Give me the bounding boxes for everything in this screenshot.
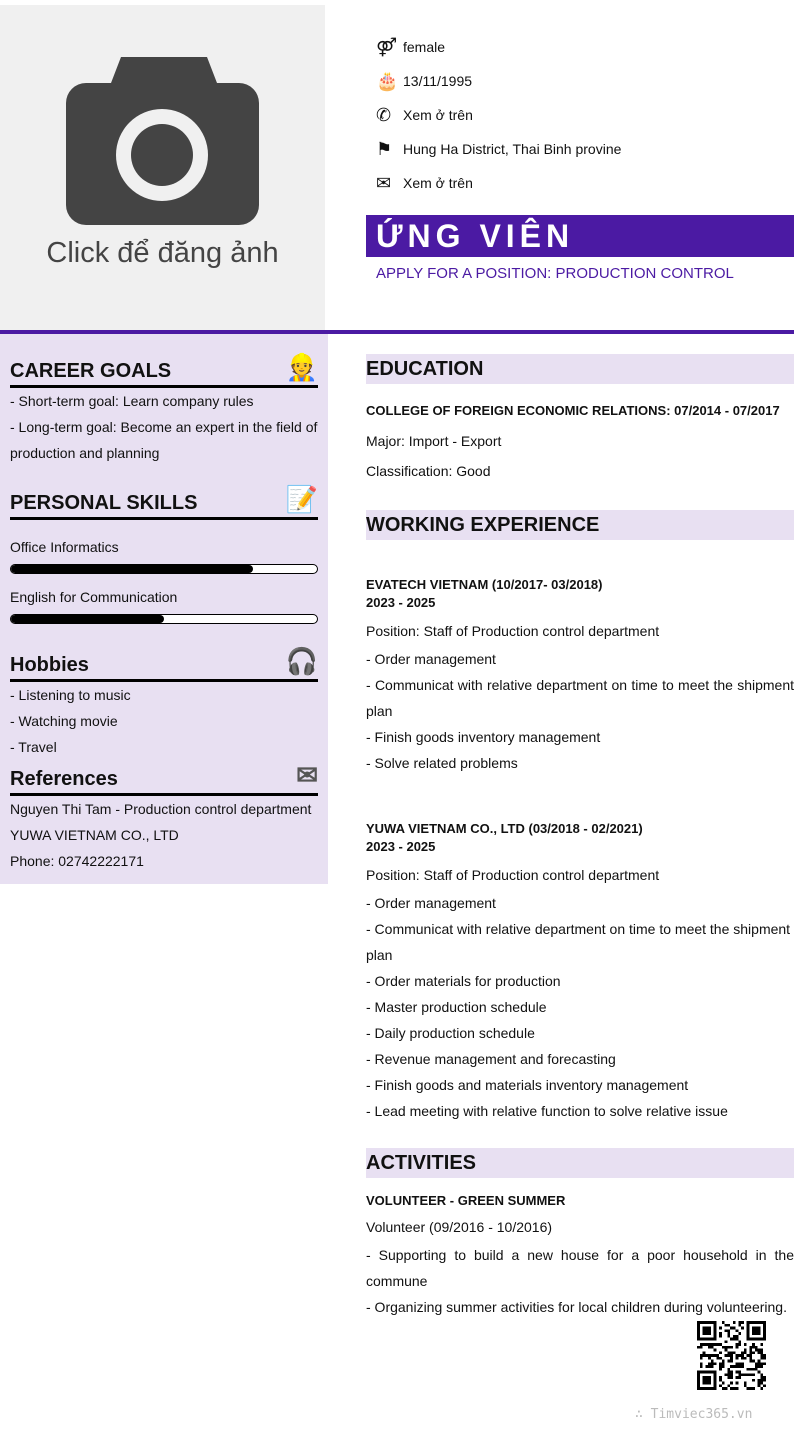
- job-years: 2023 - 2025: [366, 839, 436, 854]
- upload-photo-label: Click để đăng ảnh: [46, 237, 279, 269]
- job-duty: - Communicat with relative department on…: [366, 921, 791, 963]
- references-heading: References ✉: [10, 760, 318, 796]
- candidate-name: ỨNG VIÊN: [366, 215, 794, 257]
- skill-name: Office Informatics: [10, 539, 119, 555]
- job: YUWA VIETNAM CO., LTD (03/2018 - 02/2021…: [366, 820, 794, 1124]
- hobby-item: - Watching movie: [10, 713, 118, 729]
- references-title: References: [10, 768, 118, 790]
- info-birthday: 🎂 13/11/1995: [376, 64, 621, 98]
- job-duty: - Lead meeting with relative function to…: [366, 1103, 728, 1119]
- phone-value: Xem ở trên: [403, 107, 473, 123]
- birthday-cake-icon: 🎂: [376, 70, 399, 91]
- job: EVATECH VIETNAM (10/2017- 03/2018) 2023 -…: [366, 576, 794, 776]
- signpost-icon: ⚑: [376, 138, 393, 159]
- career-goal-line: - Short-term goal: Learn company rules: [10, 393, 254, 409]
- address-value: Hung Ha District, Thai Binh provine: [403, 141, 622, 157]
- activity-line: - Organizing summer activities for local…: [366, 1299, 787, 1315]
- job-duty: - Communicat with relative department on…: [366, 677, 794, 719]
- hobbies-title: Hobbies: [10, 654, 89, 676]
- info-gender: ⚤ female: [376, 30, 621, 64]
- activity-name: VOLUNTEER - GREEN SUMMER: [366, 1193, 566, 1208]
- experience-heading: WORKING EXPERIENCE: [366, 510, 794, 540]
- applied-position: APPLY FOR A POSITION: PRODUCTION CONTROL: [376, 265, 734, 282]
- activity-line: - Supporting to build a new house for a …: [366, 1247, 794, 1289]
- document-edit-icon: 📝: [285, 484, 318, 514]
- education-heading: EDUCATION: [366, 354, 794, 384]
- worker-icon: 👷: [285, 352, 318, 382]
- classification: Classification: Good: [366, 463, 491, 479]
- major: Major: Import - Export: [366, 433, 502, 449]
- career-goals-heading: CAREER GOALS 👷: [10, 334, 318, 388]
- job-duty: - Daily production schedule: [366, 1025, 535, 1041]
- reference-line: YUWA VIETNAM CO., LTD: [10, 827, 179, 843]
- job-duty: - Order management: [366, 651, 496, 667]
- birthday-value: 13/11/1995: [403, 73, 473, 89]
- info-phone: ✆ Xem ở trên: [376, 98, 621, 132]
- job-duty: - Finish goods inventory management: [366, 729, 601, 745]
- phone-icon: ✆: [376, 104, 392, 125]
- skills-heading: PERSONAL SKILLS 📝: [10, 466, 318, 520]
- left-panel: CAREER GOALS 👷 - Short-term goal: Learn c…: [0, 334, 328, 884]
- school: COLLEGE OF FOREIGN ECONOMIC RELATIONS: 0…: [366, 403, 780, 418]
- reference-line: Nguyen Thi Tam - Production control depa…: [10, 801, 312, 817]
- divider: [0, 330, 794, 334]
- info-address: ⚑ Hung Ha District, Thai Binh provine: [376, 132, 621, 166]
- job-company: YUWA VIETNAM CO., LTD (03/2018 - 02/2021…: [366, 821, 643, 836]
- job-duty: - Master production schedule: [366, 999, 547, 1015]
- photo-upload[interactable]: Click để đăng ảnh: [0, 5, 325, 330]
- job-years: 2023 - 2025: [366, 595, 436, 610]
- email-icon: ✉: [376, 172, 392, 193]
- career-goal-line: - Long-term goal: Become an expert in th…: [10, 419, 318, 461]
- job-duty: - Finish goods and materials inventory m…: [366, 1077, 689, 1093]
- career-goals-title: CAREER GOALS: [10, 360, 172, 382]
- qr-code[interactable]: [696, 1321, 767, 1390]
- skill-bar: [10, 564, 318, 574]
- job-position: Position: Staff of Production control de…: [366, 867, 660, 883]
- job-duty: - Order management: [366, 895, 496, 911]
- hobby-item: - Travel: [10, 739, 57, 755]
- job-company: EVATECH VIETNAM (10/2017- 03/2018): [366, 577, 603, 592]
- job-duty: - Solve related problems: [366, 755, 518, 771]
- skill-bar: [10, 614, 318, 624]
- email-value: Xem ở trên: [403, 175, 473, 191]
- gender-icon: ⚤: [376, 36, 398, 57]
- activities-heading: ACTIVITIES: [366, 1148, 794, 1178]
- skills-title: PERSONAL SKILLS: [10, 492, 198, 514]
- camera-icon: [66, 57, 259, 225]
- job-position: Position: Staff of Production control de…: [366, 623, 660, 639]
- gender-value: female: [403, 39, 446, 55]
- job-duty: - Revenue management and forecasting: [366, 1051, 616, 1067]
- personal-info: ⚤ female 🎂 13/11/1995 ✆ Xem ở trên ⚑ Hung Ha…: [376, 30, 621, 200]
- hobby-item: - Listening to music: [10, 687, 131, 703]
- right-panel: EDUCATION COLLEGE OF FOREIGN ECONOMIC RE…: [366, 354, 794, 1320]
- activity-period: Volunteer (09/2016 - 10/2016): [366, 1219, 553, 1235]
- reference-line: Phone: 02742222171: [10, 853, 144, 869]
- hobbies-heading: Hobbies 🎧: [10, 634, 318, 682]
- hobby-icon: 🎧: [285, 646, 318, 676]
- info-email: ✉ Xem ở trên: [376, 166, 621, 200]
- envelope-icon: ✉: [296, 760, 318, 790]
- job-duty: - Order materials for production: [366, 973, 561, 989]
- skill-name: English for Communication: [10, 589, 178, 605]
- watermark: ∴ Timviec365.vn: [635, 1407, 753, 1422]
